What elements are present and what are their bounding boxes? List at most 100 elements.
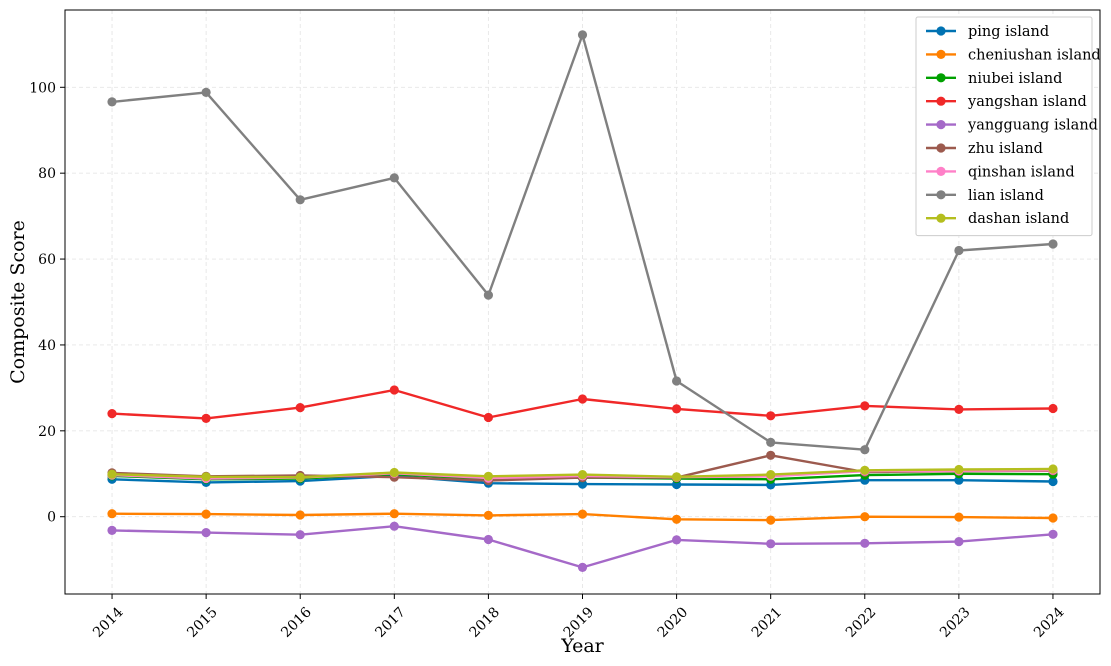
legend-swatch-marker	[936, 143, 946, 153]
data-point	[483, 412, 493, 423]
data-point	[1048, 529, 1058, 539]
data-point	[577, 509, 588, 519]
legend-item: yangshan island	[926, 94, 1087, 110]
legend-label: yangguang island	[967, 118, 1098, 134]
data-point	[954, 537, 964, 547]
data-point	[389, 173, 399, 183]
data-point	[766, 539, 776, 549]
x-tick-label: 2021	[749, 604, 786, 641]
legend-item: cheniushan island	[926, 47, 1101, 63]
y-tick-label: 100	[29, 80, 56, 96]
legend-swatch-marker	[936, 190, 946, 200]
data-point	[201, 528, 211, 538]
data-point	[860, 445, 870, 455]
data-point	[860, 401, 870, 411]
data-point	[672, 376, 682, 386]
data-point	[577, 562, 588, 573]
data-point	[954, 245, 964, 256]
data-point	[107, 97, 117, 107]
x-tick-label: 2016	[278, 604, 315, 641]
legend-label: niubei island	[968, 71, 1062, 87]
legend-item: niubei island	[926, 71, 1062, 87]
y-tick-label: 20	[38, 424, 56, 440]
legend: ping island cheniushan island niubei islan…	[915, 16, 1101, 237]
x-tick-label: 2023	[937, 604, 974, 641]
data-point	[1048, 239, 1058, 249]
data-point	[954, 404, 964, 414]
data-point	[201, 472, 211, 482]
legend-swatch-marker	[936, 26, 946, 36]
data-point	[295, 530, 305, 540]
data-point	[389, 509, 399, 519]
legend-label: zhu island	[968, 141, 1043, 157]
data-point	[483, 534, 493, 545]
legend-item: lian island	[926, 188, 1044, 204]
legend-item: zhu island	[926, 141, 1043, 157]
data-point	[389, 521, 399, 531]
data-point	[672, 535, 682, 545]
legend-label: yangshan island	[967, 94, 1087, 110]
x-tick-label: 2018	[467, 604, 504, 641]
series-yangshan-island	[107, 385, 1058, 423]
data-point	[107, 525, 117, 536]
data-point	[766, 450, 776, 460]
legend-label: ping island	[968, 24, 1049, 40]
data-point	[766, 515, 776, 525]
data-point	[577, 470, 588, 480]
x-tick-label: 2014	[90, 604, 127, 641]
series-cheniushan-island	[107, 509, 1058, 525]
data-point	[389, 467, 399, 478]
data-point	[1048, 513, 1058, 523]
legend-label: lian island	[968, 188, 1044, 204]
legend-label: cheniushan island	[968, 47, 1101, 63]
data-point	[483, 471, 493, 481]
x-tick-label: 2020	[655, 604, 692, 641]
legend-swatch-marker	[936, 213, 946, 223]
data-point	[201, 87, 211, 97]
data-point	[295, 472, 305, 482]
y-tick-label: 80	[38, 166, 56, 182]
y-tick-label: 0	[47, 510, 56, 526]
legend-swatch-marker	[936, 166, 946, 176]
data-point	[1048, 464, 1058, 474]
data-point	[1048, 403, 1058, 414]
data-point	[766, 470, 776, 480]
data-point	[672, 404, 682, 414]
data-point	[295, 195, 305, 205]
legend-label: qinshan island	[968, 164, 1075, 180]
data-point	[766, 437, 776, 447]
series-line	[111, 525, 1054, 569]
data-point	[577, 30, 588, 40]
legend-swatch-marker	[936, 73, 946, 83]
data-point	[577, 479, 588, 489]
legend-item: ping island	[926, 24, 1049, 40]
data-point	[201, 413, 211, 423]
data-point	[201, 509, 211, 519]
data-point	[107, 509, 117, 519]
legend-swatch-marker	[936, 120, 946, 130]
data-point	[954, 475, 964, 485]
series-yangguang-island	[107, 521, 1058, 573]
data-point	[860, 512, 870, 522]
data-point	[672, 472, 682, 482]
data-point	[860, 465, 870, 475]
x-axis-title: Year	[560, 635, 604, 657]
data-point	[483, 510, 493, 520]
legend-label: dashan island	[968, 211, 1069, 227]
series-lian-island	[107, 30, 1058, 455]
legend-box	[915, 16, 1093, 237]
legend-swatch-marker	[936, 96, 946, 106]
legend-item: dashan island	[926, 211, 1069, 227]
legend-item: yangguang island	[926, 118, 1098, 134]
legend-item: qinshan island	[926, 164, 1075, 180]
data-point	[860, 538, 870, 548]
data-point	[389, 385, 399, 395]
y-tick-label: 40	[38, 338, 56, 354]
data-point	[672, 514, 682, 524]
data-point	[107, 469, 117, 479]
data-point	[954, 512, 964, 522]
data-point	[954, 464, 964, 475]
data-point	[483, 290, 493, 300]
y-axis-title: Composite Score	[7, 220, 29, 384]
